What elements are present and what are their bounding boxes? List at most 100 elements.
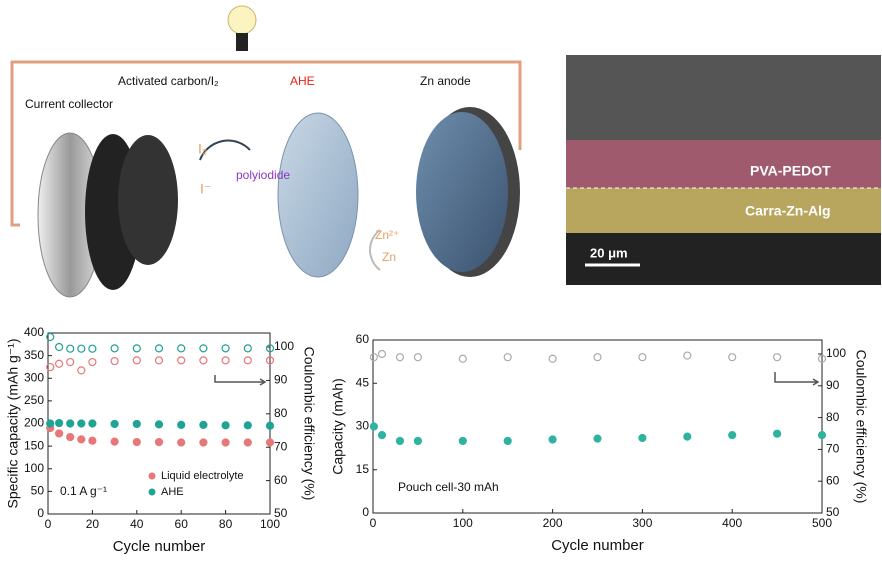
data-point: [88, 419, 97, 428]
label: Current collector: [25, 97, 113, 111]
y2-tick-label: 80: [826, 410, 840, 424]
data-point: [221, 356, 230, 365]
legend-label: Liquid electrolyte: [161, 470, 244, 482]
data-point: [77, 419, 86, 428]
axis-arrow: [214, 375, 267, 386]
data-point: [66, 432, 75, 442]
data-point: [54, 429, 64, 438]
data-point: [110, 356, 119, 366]
data-point: [772, 429, 782, 438]
data-point: [728, 431, 737, 440]
y-tick-label: 400: [24, 325, 44, 339]
x-tick-label: 40: [130, 517, 144, 531]
y-tick-label: 300: [24, 370, 44, 384]
legend-marker: [148, 472, 156, 480]
x-tick-label: 0: [45, 517, 52, 531]
label: 20 μm: [590, 245, 628, 260]
data-point: [638, 353, 647, 362]
schematic: Current collector Activated carbon/I₂ AH…: [10, 5, 522, 298]
wire: [10, 60, 522, 227]
data-point: [88, 357, 97, 367]
x-axis-label: Cycle number: [113, 538, 206, 555]
data-point: [66, 419, 75, 428]
data-point: [593, 434, 602, 443]
y2-tick-label: 70: [274, 439, 288, 453]
legend-marker: [148, 488, 156, 496]
data-point: [243, 356, 252, 365]
x-tick-label: 100: [260, 517, 280, 531]
y-tick-label: 250: [24, 393, 44, 407]
sem-image: PVA-PEDOT Carra-Zn-Alg 20 μm: [566, 55, 881, 285]
data-point: [817, 354, 827, 363]
y-axis-label: Capacity (mAh): [330, 378, 346, 474]
data-point: [110, 437, 119, 446]
y2-tick-label: 100: [274, 339, 294, 353]
data-point: [395, 436, 405, 446]
x-tick-label: 400: [722, 516, 742, 530]
y-tick-label: 200: [24, 416, 44, 430]
x-tick-label: 500: [812, 516, 832, 530]
data-point: [132, 437, 141, 447]
data-point: [46, 419, 55, 428]
data-point: [199, 356, 208, 365]
data-point: [46, 362, 55, 372]
y2-axis-label: Coulombic efficiency (%): [853, 350, 869, 504]
data-point: [110, 344, 119, 353]
data-point: [154, 437, 164, 447]
top-layer: [566, 140, 881, 188]
label: Carra-Zn-Alg: [745, 203, 831, 219]
axis-arrow: [774, 372, 820, 386]
data-point: [154, 420, 164, 429]
ahe-disk: [277, 112, 359, 278]
data-point: [395, 353, 405, 362]
data-point: [177, 356, 186, 365]
data-point: [548, 354, 557, 363]
data-point: [54, 342, 64, 352]
y2-tick-label: 80: [274, 406, 288, 420]
annotation: 0.1 A g⁻¹: [60, 484, 107, 498]
y2-axis-label: Coulombic efficiency (%): [301, 347, 317, 501]
data-point: [66, 357, 75, 367]
carbon: [118, 135, 178, 265]
data-point: [199, 344, 208, 353]
y-tick-label: 100: [24, 461, 44, 475]
y2-tick-label: 90: [826, 378, 840, 392]
data-point: [110, 419, 119, 429]
data-point: [88, 344, 97, 353]
label: Zn²⁺: [375, 228, 399, 242]
y-tick-label: 0: [37, 506, 44, 520]
data-point: [265, 356, 275, 365]
legend-label: AHE: [161, 486, 184, 498]
x-tick-label: 80: [219, 517, 233, 531]
y-tick-label: 60: [356, 332, 370, 346]
data-point: [221, 438, 230, 447]
data-point: [243, 438, 252, 447]
x-tick-label: 200: [543, 516, 563, 530]
data-point: [593, 353, 602, 362]
data-point: [54, 418, 64, 428]
data-point: [177, 344, 186, 353]
data-point: [728, 353, 737, 362]
data-point: [638, 433, 647, 443]
data-point: [54, 359, 64, 368]
y-tick-label: 45: [356, 375, 370, 389]
x-tick-label: 60: [175, 517, 189, 531]
x-axis-label: Cycle number: [551, 537, 644, 554]
data-point: [154, 344, 164, 353]
data-point: [77, 435, 86, 444]
data-point: [221, 344, 230, 353]
data-point: [503, 353, 512, 362]
data-point: [458, 436, 467, 446]
data-point: [683, 351, 692, 360]
y2-tick-label: 60: [274, 473, 288, 487]
y-tick-label: 350: [24, 348, 44, 362]
data-point: [66, 344, 75, 353]
x-tick-label: 100: [453, 516, 473, 530]
data-point: [132, 344, 141, 353]
y2-tick-label: 60: [826, 473, 840, 487]
label: Zn anode: [420, 74, 471, 88]
data-point: [772, 353, 782, 362]
zn-disk: [416, 112, 508, 272]
bulb-base: [236, 33, 248, 51]
